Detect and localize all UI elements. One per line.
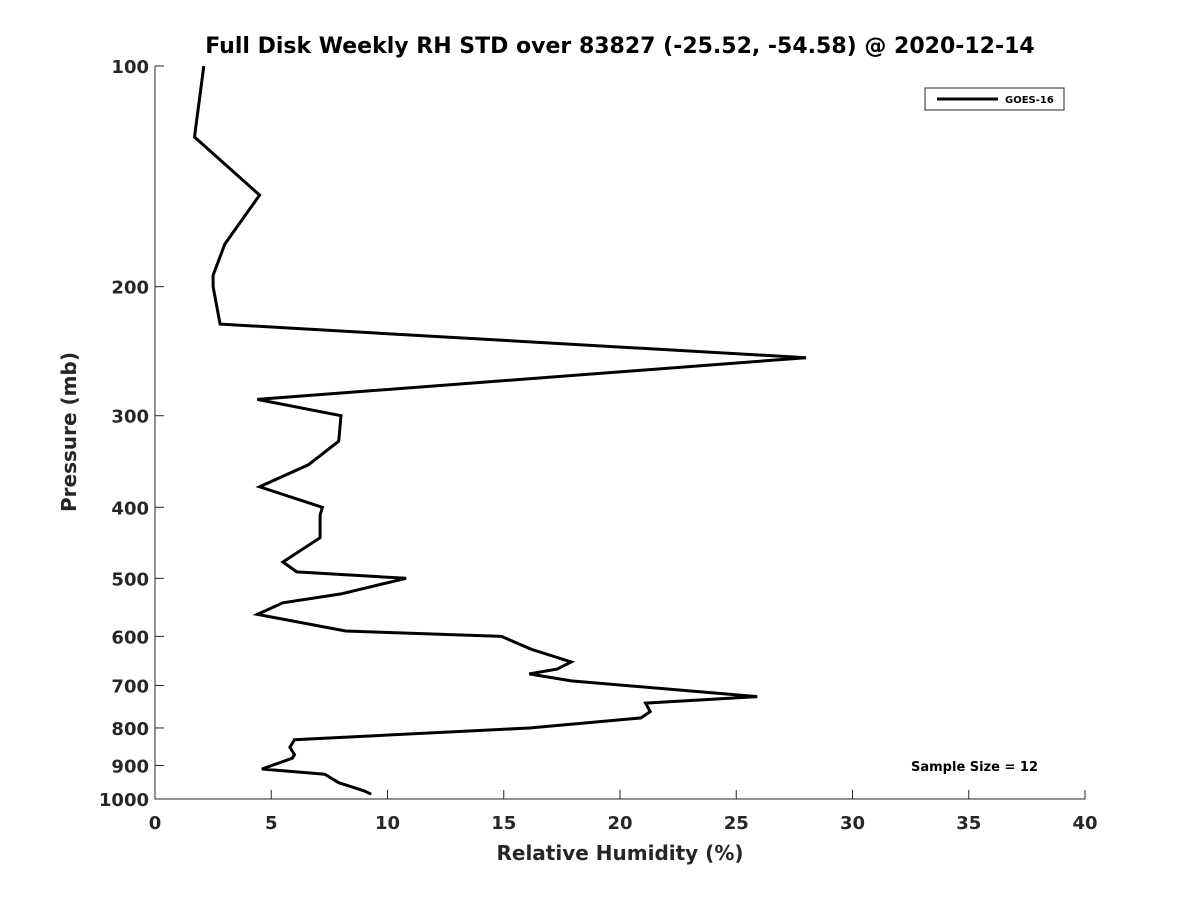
y-tick-label: 400 [111,498,149,519]
y-tick-label: 300 [111,407,149,428]
legend: GOES-16 [924,87,1065,111]
y-tick-label: 1000 [99,790,149,811]
legend-label: GOES-16 [1005,95,1054,106]
x-ticks: 0 5 10 15 20 25 30 35 40 [149,790,1098,834]
sample-size-annotation: Sample Size = 12 [911,760,1038,775]
x-tick-label: 20 [607,813,632,834]
y-tick-label: 700 [111,676,149,697]
x-tick-label: 35 [956,813,981,834]
x-tick-label: 40 [1072,813,1097,834]
y-tick-label: 500 [111,569,149,590]
y-tick-label: 100 [111,57,149,78]
y-tick-label: 200 [111,278,149,299]
y-tick-label: 800 [111,719,149,740]
x-axis-label: Relative Humidity (%) [496,841,743,865]
series-line-goes16 [192,65,807,796]
y-axis-label: Pressure (mb) [57,352,81,512]
y-tick-label: 600 [111,627,149,648]
x-tick-label: 5 [265,813,278,834]
x-tick-label: 0 [149,813,162,834]
x-tick-label: 15 [491,813,516,834]
y-ticks: 100 200 300 400 500 600 700 800 900 1000 [99,57,164,811]
x-tick-label: 30 [840,813,865,834]
x-tick-label: 10 [375,813,400,834]
y-tick-label: 900 [111,756,149,777]
chart-title: Full Disk Weekly RH STD over 83827 (-25.… [205,34,1035,59]
x-tick-label: 25 [724,813,749,834]
